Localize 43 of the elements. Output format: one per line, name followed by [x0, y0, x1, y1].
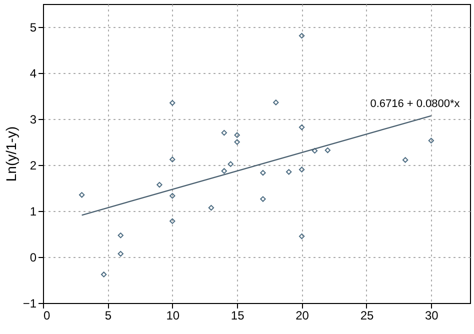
point — [118, 232, 124, 238]
point — [100, 272, 107, 278]
point — [324, 147, 331, 154]
point — [298, 233, 305, 240]
y-tick-label: 0 — [30, 250, 37, 264]
x-tick-label: 30 — [425, 308, 439, 322]
annotation: 0.6716 + 0.0800*x — [370, 98, 460, 110]
point — [298, 166, 305, 172]
y-tick-label: 4 — [30, 66, 37, 80]
point — [170, 192, 176, 199]
point — [312, 148, 318, 154]
point — [298, 32, 305, 39]
point — [428, 138, 434, 144]
y-axis-title: Ln(y/1-y) — [2, 126, 19, 182]
point — [118, 250, 124, 257]
y-tick-label: 5 — [30, 20, 37, 34]
x-tick-label: 25 — [360, 308, 374, 322]
x-tick-label: 20 — [296, 308, 310, 322]
point — [402, 157, 408, 163]
point — [234, 139, 240, 145]
point — [156, 182, 162, 188]
x-tick-label: 10 — [166, 308, 180, 322]
point — [286, 169, 292, 175]
point — [208, 204, 214, 211]
point — [170, 156, 176, 162]
point — [170, 100, 176, 106]
x-tick-label: 15 — [230, 308, 245, 322]
point — [298, 124, 305, 130]
point — [170, 218, 176, 224]
y-tick-label: −1 — [22, 296, 37, 310]
point — [260, 170, 266, 176]
y-tick-label: 2 — [30, 158, 37, 172]
point — [273, 100, 279, 106]
point — [221, 168, 227, 174]
point — [260, 196, 266, 202]
point — [228, 161, 234, 167]
x-tick-label: 5 — [104, 308, 112, 322]
point — [221, 130, 227, 136]
x-tick-label: 0 — [44, 308, 50, 322]
y-tick-label: 1 — [30, 204, 37, 218]
point — [78, 192, 85, 198]
point — [234, 132, 240, 138]
y-tick-label: 3 — [30, 112, 37, 126]
